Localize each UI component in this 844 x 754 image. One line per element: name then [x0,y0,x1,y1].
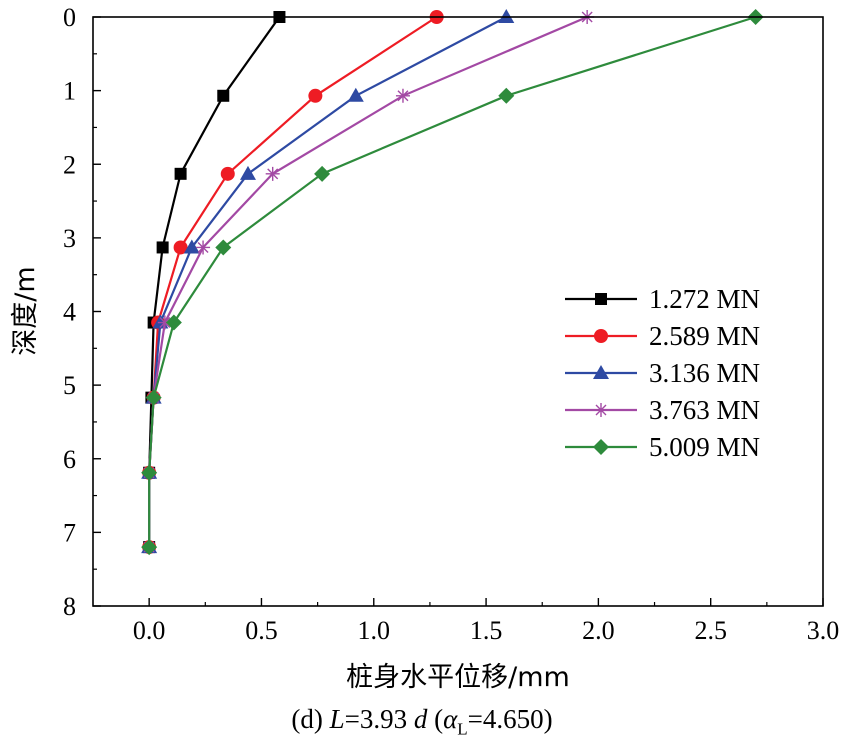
caption-alpha-subscript: L [457,719,468,739]
series-5-point-2 [314,165,331,182]
series-1-point-1 [217,89,230,102]
series-3-line [148,16,507,548]
caption-alpha-symbol: α [443,704,458,734]
series-4-point-3 [196,240,211,255]
legend-marker-2 [594,329,608,343]
series-3-point-1 [347,87,364,102]
series-2-point-2 [220,166,235,181]
caption-open-paren: ( [427,704,444,734]
legend-item-1: 1.272 MN [565,284,760,314]
y-tick-label-5: 5 [63,371,76,400]
caption-L-symbol: L [329,704,345,734]
caption-part: (d) [291,704,330,734]
series-2-point-1 [308,88,323,103]
x-tick-label-0: 0.0 [133,616,166,645]
caption-L-value: =3.93 [344,704,414,734]
series-4 [142,10,595,555]
x-tick-label-1: 0.5 [245,616,278,645]
series-5 [141,9,764,556]
legend-marker-4 [594,403,608,417]
y-tick-label-0: 0 [63,3,76,32]
legend: 1.272 MN 2.589 MN 3.136 MN 3.763 MN 5.009 MN [565,284,760,462]
y-tick-label-7: 7 [63,518,76,547]
series-1 [143,11,286,554]
axis-ticks: 0.0 0.5 1.0 1.5 2.0 2.5 3.0 0 1 2 3 4 5 6 7 8 [63,3,839,645]
series-1-point-3 [156,241,169,254]
legend-marker-3 [593,365,609,379]
series-1-point-2 [174,167,187,180]
x-tick-label-2: 1.0 [358,616,391,645]
x-tick-label-6: 3.0 [807,616,840,645]
legend-item-4: 3.763 MN [565,395,760,425]
legend-label-2: 2.589 MN [649,321,760,351]
series-5-point-7 [141,539,158,556]
x-axis-title: 桩身水平位移/mm [346,662,570,693]
legend-label-3: 3.136 MN [649,358,760,388]
series-4-point-2 [265,166,280,181]
series-2-line [148,16,438,548]
data-series [141,9,764,556]
legend-item-3: 3.136 MN [565,358,760,388]
series-3-point-3 [183,239,200,254]
chart: 0.0 0.5 1.0 1.5 2.0 2.5 3.0 0 1 2 3 4 5 6 7 8 1.272 MN 2… [10,3,839,693]
series-5-line [148,15,756,548]
y-tick-label-2: 2 [63,150,76,179]
series-3-point-0 [498,9,515,23]
x-tick-label-3: 1.5 [470,616,503,645]
y-tick-label-4: 4 [63,298,76,327]
series-1-line [148,16,281,548]
legend-marker-1 [595,293,607,305]
series-4-point-4 [157,315,172,330]
series-5-point-1 [498,87,515,104]
series-3-point-2 [239,165,256,180]
legend-label-4: 3.763 MN [649,395,760,425]
y-tick-label-6: 6 [63,445,76,474]
y-tick-label-3: 3 [63,224,76,253]
y-tick-label-8: 8 [63,592,76,621]
series-4-line [148,15,588,548]
series-3 [141,9,515,554]
legend-item-2: 2.589 MN [565,321,760,351]
x-tick-label-4: 2.0 [582,616,615,645]
series-5-point-4 [165,314,182,331]
figure-caption: (d) L=3.93 d (αL=4.650) [0,704,844,739]
series-5-point-3 [215,239,232,256]
plot-frame [92,16,824,607]
caption-d-symbol: d [413,704,428,734]
y-axis-title: 深度/m [10,266,41,355]
x-tick-label-5: 2.5 [694,616,727,645]
series-5-point-6 [141,464,158,481]
legend-label-1: 1.272 MN [649,284,760,314]
caption-alpha-value: =4.650) [467,704,553,734]
legend-marker-5 [593,439,609,455]
y-tick-label-1: 1 [63,77,76,106]
series-5-point-5 [145,389,162,406]
series-2-point-3 [173,240,188,255]
legend-label-5: 5.009 MN [649,432,760,462]
series-4-point-1 [395,88,410,103]
legend-item-5: 5.009 MN [565,432,760,462]
